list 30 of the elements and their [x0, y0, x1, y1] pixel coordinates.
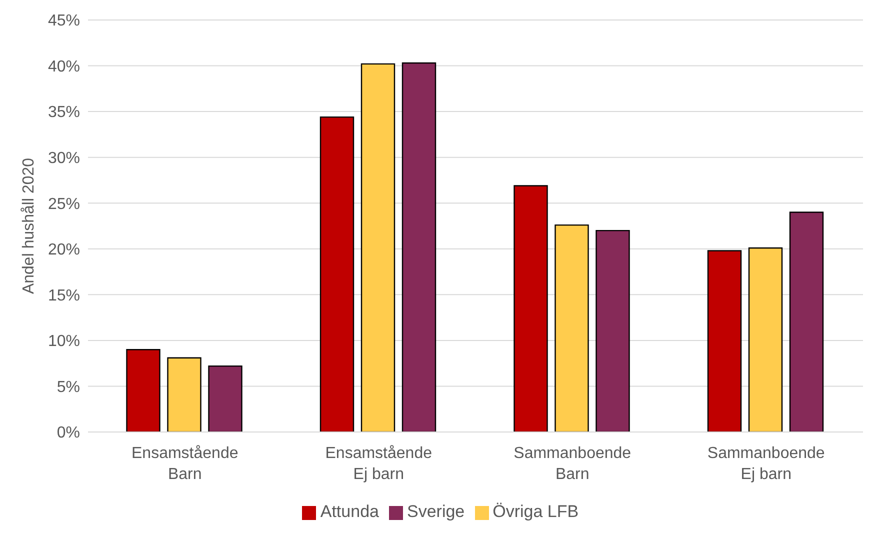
y-tick-label: 10%	[48, 333, 80, 350]
bar	[167, 357, 202, 432]
bar	[208, 365, 242, 432]
y-tick-label: 5%	[56, 378, 80, 396]
x-tick-label: Ensamstående Barn	[132, 445, 238, 483]
bar	[789, 212, 824, 432]
bar	[360, 63, 396, 432]
y-tick-label: 25%	[48, 196, 80, 213]
bar	[748, 247, 783, 432]
bar	[126, 349, 160, 432]
y-tick-label: 0%	[56, 424, 80, 442]
legend-label: Attunda	[320, 502, 379, 521]
y-axis-title: Andel hushåll 2020	[20, 158, 38, 294]
y-tick-label: 15%	[48, 287, 80, 304]
x-tick-label: Sammanboende Ej barn	[707, 445, 825, 483]
y-tick-label: 40%	[48, 58, 80, 76]
y-tick-label: 20%	[48, 242, 80, 259]
legend-label: Övriga LFB	[492, 502, 579, 521]
bar	[554, 224, 589, 432]
bar	[707, 250, 742, 432]
bar	[320, 116, 354, 432]
bar	[596, 230, 630, 432]
legend-label: Sverige	[406, 502, 465, 521]
bar	[514, 185, 548, 432]
x-tick-label: Ensamstående Ej barn	[325, 445, 432, 483]
x-tick-label: Sammanboende Barn	[514, 445, 632, 483]
y-tick-label: 45%	[48, 12, 80, 30]
y-tick-label: 35%	[48, 104, 80, 122]
bar	[402, 62, 436, 432]
y-tick-label: 30%	[48, 150, 80, 168]
